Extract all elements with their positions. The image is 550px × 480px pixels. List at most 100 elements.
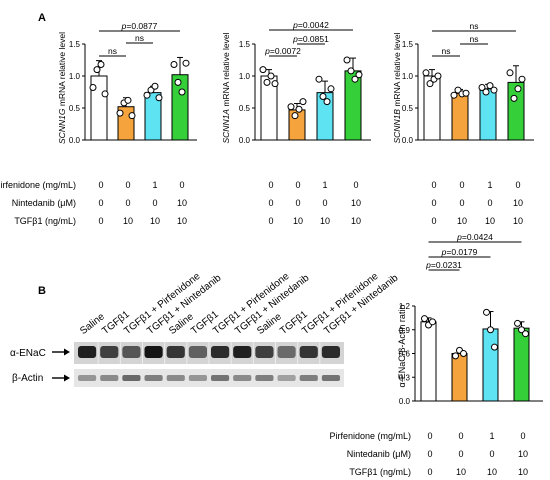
enac-band	[321, 346, 340, 358]
treatment-value: 0	[458, 449, 463, 459]
enac-band	[233, 346, 252, 358]
data-point	[116, 109, 124, 117]
actin-band	[188, 375, 207, 381]
treatment-value: 10	[485, 216, 495, 226]
chart-enac-ratio: α-ENaC/β-Actin ratio 0.0 0.3 0.6 0.9 1.2 p=0.…	[397, 232, 543, 406]
data-point	[421, 315, 428, 323]
data-point	[510, 94, 518, 102]
treatment-value: 1	[152, 180, 157, 190]
y-tick-label: 1.5	[402, 40, 414, 49]
y-axis-label-scnn1b: SCNN1B mRNA relative level	[392, 32, 402, 143]
y-tick-label: 1.2	[399, 302, 411, 311]
band-label-actin: β-Actin	[12, 373, 43, 384]
panel-label-b: B	[38, 285, 46, 297]
data-point	[182, 59, 190, 67]
treatment-value: 10	[0, 0, 5, 2]
treatment-value: 0	[98, 198, 103, 208]
data-point	[426, 80, 434, 88]
treatment-value: 1	[322, 180, 327, 190]
actin-band	[78, 375, 97, 381]
data-point	[295, 105, 303, 113]
treatment-value: 0	[431, 180, 436, 190]
data-point	[151, 82, 159, 90]
significance-label: ns	[442, 46, 451, 56]
treatment-value: 10	[487, 467, 497, 477]
bar	[479, 88, 497, 141]
data-point	[347, 67, 355, 75]
enac-band	[299, 346, 318, 358]
treatment-value: 0	[268, 216, 273, 226]
y-axis-label-enac-ratio: α-ENaC/β-Actin ratio	[397, 305, 407, 388]
treatment-value: 0	[152, 198, 157, 208]
treatment-value: 0	[268, 198, 273, 208]
bar	[513, 327, 530, 402]
treatment-value: 0	[520, 431, 525, 441]
treatment-value: 10	[123, 216, 133, 226]
actin-band	[299, 375, 318, 381]
data-point	[506, 69, 514, 77]
treatment-value: 1	[487, 180, 492, 190]
y-tick-label: 0.5	[69, 104, 81, 113]
data-point	[343, 56, 351, 64]
treatment-value: 10	[456, 467, 466, 477]
treatment-value: 0	[0, 0, 3, 2]
treatment-value: 0	[268, 180, 273, 190]
significance-label: p=0.0877	[121, 21, 158, 31]
treatment-value: 0	[458, 431, 463, 441]
data-point	[490, 86, 498, 94]
data-point	[462, 89, 470, 97]
data-point	[101, 90, 109, 98]
data-point	[452, 352, 459, 360]
chart-scnn1b: SCNN1B mRNA relative level 0.0 0.5 1.0 1.5 n…	[392, 21, 534, 145]
data-point	[514, 319, 521, 327]
y-tick-label: 0.0	[399, 397, 411, 406]
treatment-value: 10	[293, 216, 303, 226]
treatment-value: 0	[125, 198, 130, 208]
treatment-value: 0	[431, 216, 436, 226]
treatment-value: 0	[353, 180, 358, 190]
data-point	[327, 85, 335, 93]
enac-band	[144, 346, 163, 358]
actin-band	[321, 375, 340, 381]
treatment-row-label: TGFβ1 (ng/mL)	[14, 216, 76, 226]
treatment-value: 10	[457, 216, 467, 226]
y-tick-label: 0.0	[69, 136, 81, 145]
treatment-value: 0	[295, 198, 300, 208]
actin-band	[233, 375, 252, 381]
data-point	[491, 343, 498, 351]
bar	[451, 92, 469, 141]
treatment-value: 0	[125, 180, 130, 190]
treatment-value: 10	[320, 216, 330, 226]
treatment-value: 0	[431, 198, 436, 208]
y-tick-label: 1.0	[239, 72, 251, 81]
treatment-value: 10	[0, 0, 5, 2]
data-point	[178, 88, 186, 96]
data-point	[93, 66, 101, 74]
treatment-value: 0	[515, 180, 520, 190]
data-point	[487, 326, 494, 334]
treatment-value: 10	[150, 216, 160, 226]
data-point	[518, 75, 526, 83]
treatment-row-label: TGFβ1 (ng/mL)	[349, 467, 411, 477]
data-point	[291, 112, 299, 120]
actin-band	[255, 375, 274, 381]
data-point	[124, 96, 132, 104]
treatment-value: 10	[518, 449, 528, 459]
data-point	[128, 112, 136, 120]
treatment-value: 10	[0, 0, 5, 2]
data-point	[422, 69, 430, 77]
bar	[420, 321, 437, 402]
significance-label: p=0.0179	[441, 247, 478, 257]
treatment-value: 0	[0, 0, 3, 2]
treatment-value: 0	[427, 449, 432, 459]
significance-label: p=0.0072	[264, 46, 301, 56]
treatment-value: 0	[487, 198, 492, 208]
data-point	[323, 98, 331, 106]
data-point	[170, 60, 178, 68]
significance-label: p=0.0424	[456, 232, 493, 242]
data-point	[89, 84, 97, 92]
y-tick-label: 1.0	[402, 72, 414, 81]
data-point	[174, 78, 182, 86]
